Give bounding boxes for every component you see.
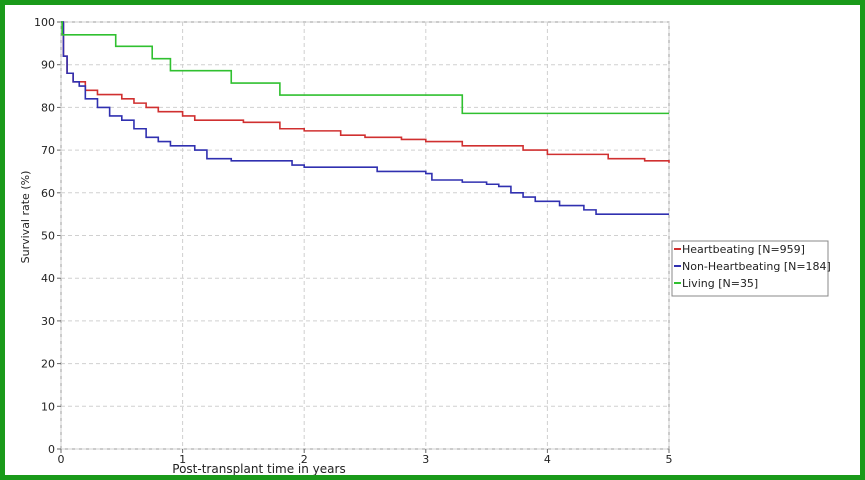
y-tick-label: 90 [41, 59, 55, 72]
legend-label: Heartbeating [N=959] [682, 243, 805, 256]
y-axis-label: Survival rate (%) [19, 171, 32, 264]
chart: Post-transplant time in years Survival r… [19, 16, 831, 475]
y-tick-label: 0 [48, 443, 55, 456]
survival-line [61, 21, 670, 163]
survival-line [61, 21, 669, 215]
y-tick-label: 50 [41, 230, 55, 243]
y-tick-label: 40 [41, 272, 55, 285]
x-tick-label: 5 [666, 453, 673, 466]
x-tick-label: 2 [301, 453, 308, 466]
x-tick-label: 0 [58, 453, 65, 466]
y-tick-label: 20 [41, 358, 55, 371]
y-tick-label: 30 [41, 315, 55, 328]
y-tick-label: 70 [41, 144, 55, 157]
legend-label: Living [N=35] [682, 277, 758, 290]
y-tick-label: 80 [41, 101, 55, 114]
y-tick-label: 10 [41, 400, 55, 413]
x-tick-label: 3 [422, 453, 429, 466]
y-tick-label: 60 [41, 187, 55, 200]
legend-box [671, 240, 829, 297]
y-tick-label: 100 [34, 16, 55, 29]
x-tick-label: 4 [544, 453, 551, 466]
survival-line [61, 21, 669, 115]
x-axis-label: Post-transplant time in years [172, 462, 345, 475]
x-tick-label: 1 [179, 453, 186, 466]
legend-label: Non-Heartbeating [N=184] [682, 260, 831, 273]
